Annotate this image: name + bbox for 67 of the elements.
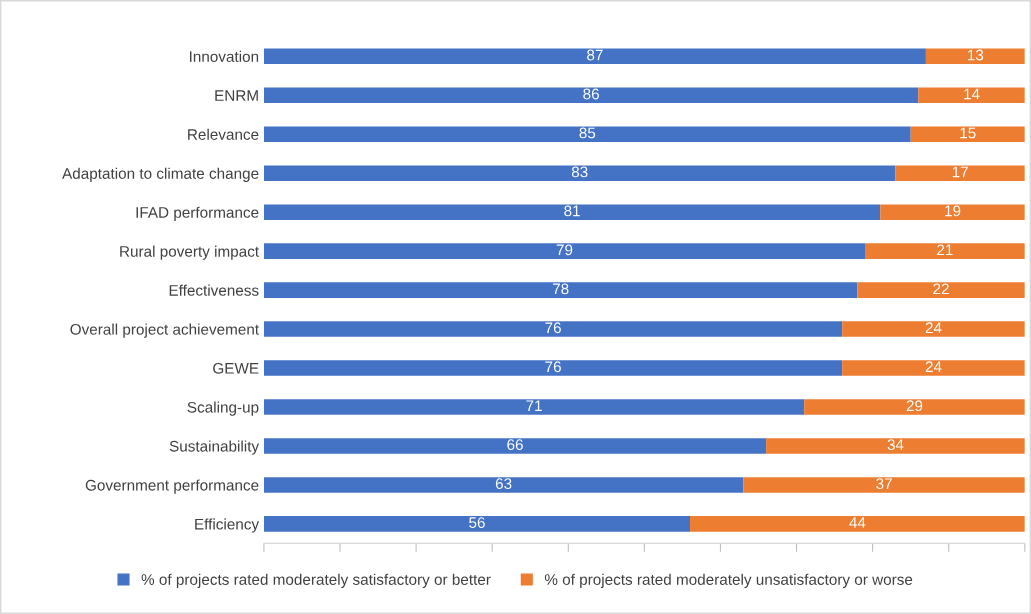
bar bbox=[842, 360, 1025, 376]
data-label: 76 bbox=[545, 322, 561, 334]
y-tick-label: Scaling-up bbox=[187, 401, 259, 416]
data-label: 15 bbox=[960, 127, 976, 139]
data-label: 63 bbox=[495, 478, 512, 490]
y-tick-label: Adaptation to climate change bbox=[62, 167, 259, 182]
data-label: 14 bbox=[964, 88, 980, 100]
bar bbox=[804, 399, 1025, 415]
data-label: 86 bbox=[583, 88, 599, 100]
bar bbox=[263, 243, 866, 259]
bar bbox=[263, 477, 744, 493]
y-tick-label: Innovation bbox=[189, 50, 259, 63]
bar bbox=[925, 48, 1025, 65]
data-label: 56 bbox=[469, 517, 485, 529]
data-label: 81 bbox=[564, 205, 580, 217]
data-label: 37 bbox=[876, 478, 892, 490]
data-label: 22 bbox=[933, 283, 949, 295]
y-tick-label: Rural poverty impact bbox=[120, 245, 259, 260]
bar bbox=[263, 48, 926, 65]
bar bbox=[263, 165, 896, 182]
bar bbox=[263, 321, 843, 337]
data-label: 17 bbox=[952, 166, 968, 178]
bar bbox=[842, 321, 1025, 337]
data-label: 29 bbox=[906, 400, 923, 412]
y-tick-label: Government performance bbox=[85, 479, 259, 494]
y-tick-label: Efficiency bbox=[195, 518, 260, 533]
bar bbox=[263, 438, 767, 454]
data-label: 66 bbox=[507, 439, 523, 451]
bar bbox=[263, 204, 881, 220]
bar bbox=[263, 399, 805, 415]
data-label: 13 bbox=[968, 49, 984, 61]
data-label: 87 bbox=[587, 49, 603, 61]
data-label: 19 bbox=[945, 205, 961, 217]
data-label: 44 bbox=[849, 517, 866, 528]
bar bbox=[263, 282, 858, 298]
bar bbox=[865, 243, 1025, 259]
data-label: 83 bbox=[571, 166, 588, 178]
legend-label: % of projects rated moderately satisfactory or better bbox=[141, 573, 491, 588]
bar bbox=[766, 438, 1025, 454]
bar bbox=[743, 477, 1025, 493]
bar bbox=[910, 126, 1025, 143]
y-tick-label: Relevance bbox=[188, 128, 259, 140]
y-tick-label: GEWE bbox=[213, 362, 259, 374]
y-tick-label: Overall project achievement bbox=[70, 323, 259, 338]
bar bbox=[263, 87, 919, 104]
data-label: 76 bbox=[545, 361, 561, 373]
bar bbox=[263, 360, 843, 376]
y-tick-label: IFAD performance bbox=[136, 206, 259, 221]
data-label: 21 bbox=[937, 244, 953, 256]
data-label: 24 bbox=[925, 322, 942, 334]
bar bbox=[895, 165, 1025, 182]
legend-label: % of projects rated moderately unsatisfactory or worse bbox=[544, 573, 913, 588]
y-tick-label: Sustainability bbox=[169, 440, 260, 455]
bar bbox=[263, 126, 911, 143]
bar bbox=[880, 204, 1025, 220]
data-label: 24 bbox=[925, 361, 942, 372]
bar bbox=[857, 282, 1025, 298]
y-tick-label: ENRM bbox=[215, 90, 258, 101]
bar bbox=[918, 87, 1025, 104]
data-label: 85 bbox=[579, 127, 596, 139]
data-label: 71 bbox=[526, 400, 542, 411]
bar bbox=[263, 516, 691, 532]
y-tick-label: Effectiveness bbox=[169, 284, 259, 296]
data-label: 34 bbox=[887, 439, 904, 451]
bar bbox=[690, 516, 1025, 532]
data-label: 79 bbox=[556, 244, 573, 256]
data-label: 78 bbox=[552, 283, 569, 295]
